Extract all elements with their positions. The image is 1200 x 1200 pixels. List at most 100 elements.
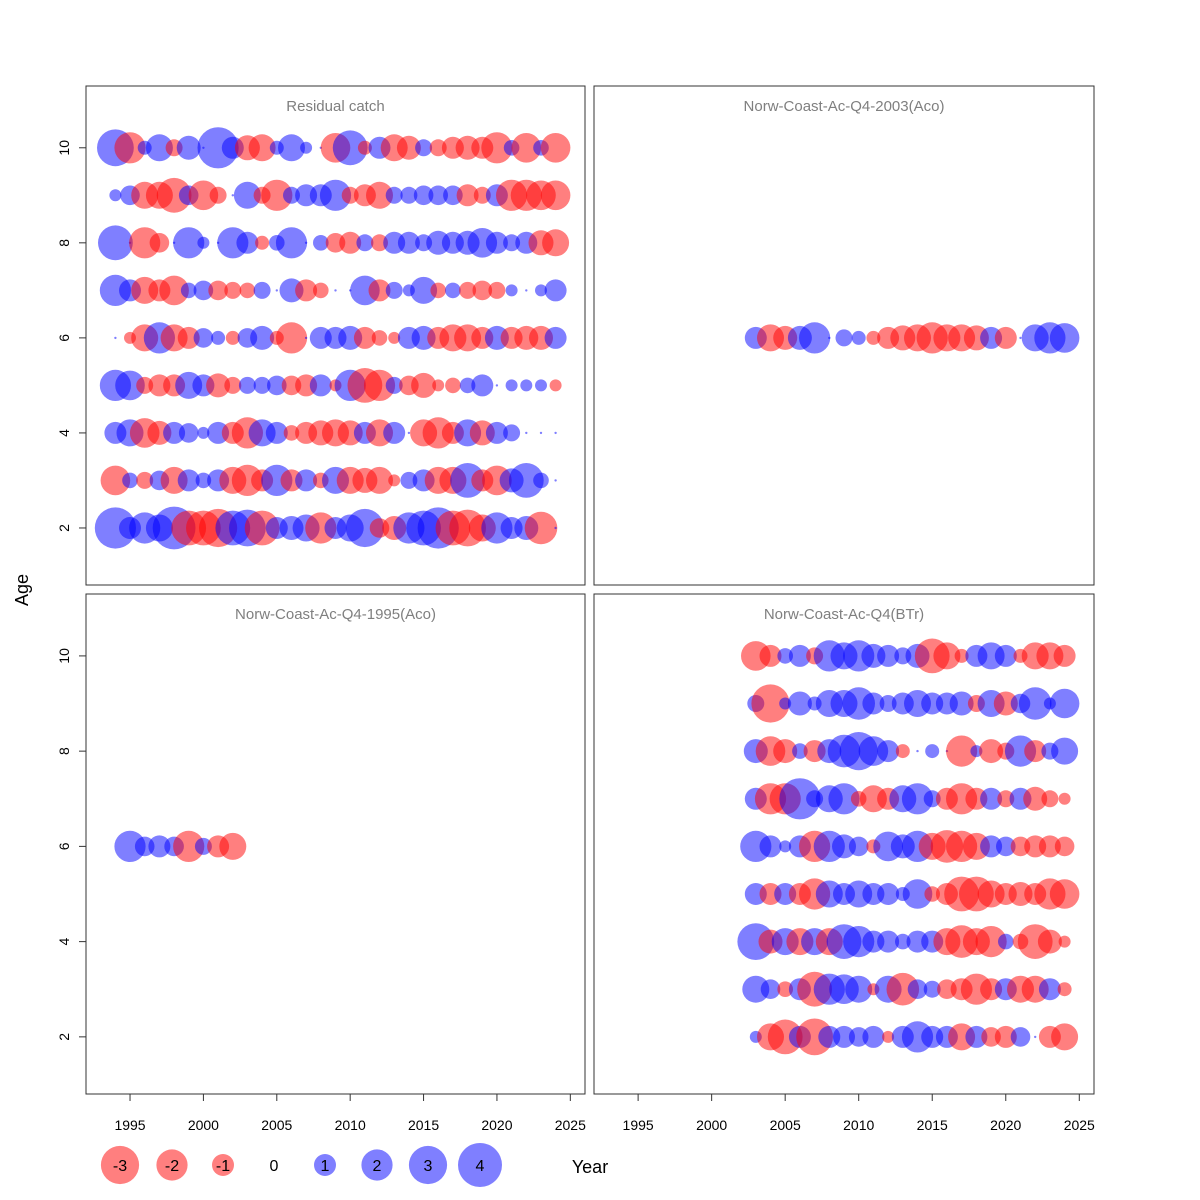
bubble-point xyxy=(275,227,308,259)
bubble-point xyxy=(339,231,362,254)
panel-bottom-left: Norw-Coast-Ac-Q4-1995(Aco) xyxy=(85,593,586,1095)
bubble-point xyxy=(300,141,313,154)
bubble-point xyxy=(525,289,528,292)
bubble-point xyxy=(275,289,278,292)
bubble-point xyxy=(225,330,240,345)
bubble-point xyxy=(1051,737,1079,765)
bubble-point xyxy=(407,431,411,435)
bubble-point xyxy=(902,879,933,909)
bubble-point xyxy=(180,282,197,299)
bubble-point xyxy=(862,692,885,715)
bubble-point xyxy=(1058,792,1071,805)
bubble-point xyxy=(309,374,332,397)
bubble-point xyxy=(862,1025,885,1048)
bubble-point xyxy=(742,975,770,1003)
bubble-point xyxy=(877,740,900,763)
bubble-point xyxy=(544,279,567,302)
bubble-point xyxy=(430,282,447,299)
bubble-point xyxy=(535,284,547,297)
x-tick-label: 2010 xyxy=(843,1117,874,1133)
bubble-point xyxy=(877,644,900,667)
bubble-point xyxy=(1010,1027,1031,1047)
bubble-point xyxy=(882,1030,895,1043)
bubble-point xyxy=(777,648,793,664)
bubble-point xyxy=(206,373,231,398)
x-tick-label: 2000 xyxy=(696,1117,727,1133)
x-tick-label: 1995 xyxy=(623,1117,654,1133)
bubble-point xyxy=(975,926,1007,958)
bubble-point xyxy=(357,140,372,155)
bubble-point xyxy=(1038,835,1061,858)
bubble-point xyxy=(495,384,499,387)
y-tick-label: 4 xyxy=(56,429,72,437)
bubble-point xyxy=(994,644,1017,667)
bubble-point xyxy=(1034,1035,1037,1039)
bubble-point xyxy=(485,231,508,254)
bubble-point xyxy=(283,186,300,204)
bubble-point xyxy=(193,280,214,301)
bubble-point xyxy=(895,744,910,759)
bubble-point xyxy=(540,180,571,211)
y-tick-label: 6 xyxy=(56,842,72,850)
bubble-point xyxy=(145,134,173,162)
bubble-point xyxy=(505,379,518,392)
bubble-point xyxy=(540,133,571,163)
bubble-point xyxy=(949,691,974,716)
bubble-point xyxy=(255,235,270,250)
bubble-point xyxy=(832,834,856,859)
bubble-point xyxy=(388,474,401,487)
bubble-point xyxy=(371,330,388,346)
bubble-point xyxy=(779,697,792,710)
bubble-point xyxy=(1053,644,1076,667)
bubble-point xyxy=(248,134,276,162)
bubble-point xyxy=(413,185,434,206)
bubble-point xyxy=(304,336,308,340)
bubble-point xyxy=(122,472,138,489)
bubble-point xyxy=(224,376,242,394)
bubble-point xyxy=(253,281,271,299)
bubble-point xyxy=(539,431,543,435)
bubble-point xyxy=(901,783,934,815)
bubble-point xyxy=(194,837,212,855)
bubble-point xyxy=(554,479,557,482)
bubble-point xyxy=(445,282,461,299)
bubble-point xyxy=(366,181,393,209)
bubble-point xyxy=(211,330,226,345)
panel-title: Norw-Coast-Ac-Q4(BTr) xyxy=(764,606,924,623)
bubble-point xyxy=(197,236,210,249)
bubble-point xyxy=(366,466,393,494)
bubble-point xyxy=(456,184,479,207)
bubble-point xyxy=(520,379,533,392)
bubble-point xyxy=(114,132,146,164)
bubble-point xyxy=(385,186,403,204)
bubble-point xyxy=(833,1025,855,1048)
legend-bubble xyxy=(408,1145,448,1185)
bubble-point xyxy=(779,840,792,853)
bubble-point xyxy=(777,981,793,997)
bubble-point xyxy=(156,177,192,213)
x-tick-label: 2020 xyxy=(990,1117,1021,1133)
bubble-point xyxy=(429,139,447,157)
bubble-point xyxy=(159,275,189,306)
bubble-point xyxy=(1038,978,1061,1001)
bubble-point xyxy=(415,139,433,157)
bubble-point xyxy=(1049,688,1080,719)
bubble-point xyxy=(759,644,782,667)
legend-bubble xyxy=(458,1143,502,1187)
bubble-point xyxy=(193,328,214,348)
bubble-point xyxy=(250,325,275,350)
bubble-point xyxy=(828,783,860,815)
bubble-point xyxy=(799,322,831,354)
bubble-point xyxy=(965,1025,988,1048)
legend: -3 -2 -1 0 1 2 3 4 xyxy=(100,1143,502,1187)
bubble-point xyxy=(432,379,445,392)
panels-layer: Residual catch Norw-Coast-Ac-Q4-2003(Aco)… xyxy=(85,85,1095,1095)
bubble-point xyxy=(368,279,391,302)
bubble-point xyxy=(886,972,920,1006)
bubble-point xyxy=(503,234,521,252)
bubble-point xyxy=(508,463,544,498)
bubble-point xyxy=(946,735,978,767)
panel-frame xyxy=(85,593,586,1095)
bubble-point xyxy=(295,469,318,492)
bubble-point xyxy=(397,231,420,254)
